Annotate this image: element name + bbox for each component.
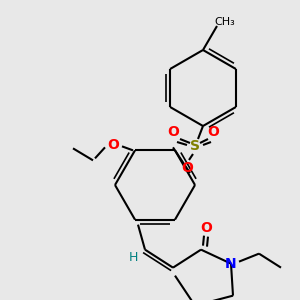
Text: H: H xyxy=(128,251,138,264)
Text: N: N xyxy=(225,256,237,271)
Text: CH₃: CH₃ xyxy=(214,17,236,27)
Text: S: S xyxy=(190,139,200,153)
Text: O: O xyxy=(207,125,219,139)
Text: O: O xyxy=(200,220,212,235)
Text: S: S xyxy=(190,298,200,300)
Text: O: O xyxy=(107,138,119,152)
Text: O: O xyxy=(167,125,179,139)
Text: O: O xyxy=(181,161,193,175)
